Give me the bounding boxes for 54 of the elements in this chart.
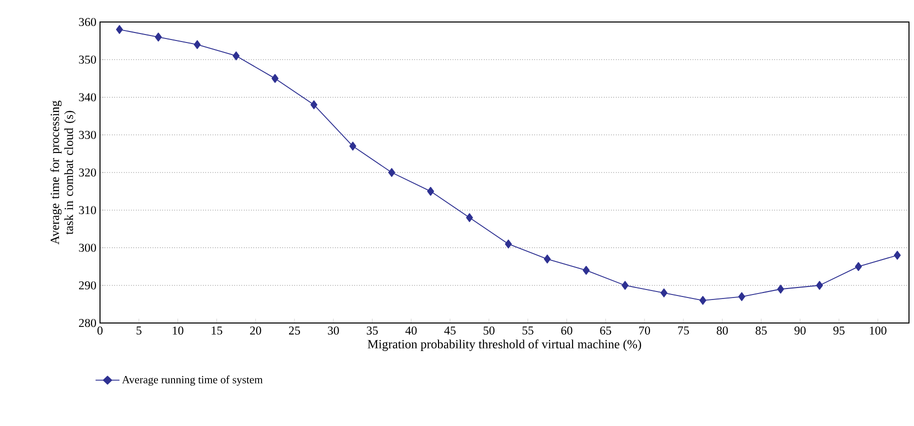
point (854, 262, 862, 272)
x-tick-label: 65 (600, 326, 612, 335)
point (894, 250, 901, 260)
x-tick-label: 35 (366, 326, 378, 335)
x-tick-label: 10 (172, 326, 184, 335)
y-tick-label: 330 (79, 130, 96, 139)
y-tick-label: 320 (79, 168, 96, 177)
legend-label: Average running time of system (122, 376, 263, 386)
x-tick-label: 55 (522, 326, 534, 334)
x-tick-label: 90 (794, 326, 806, 335)
point (349, 142, 356, 151)
y-tick-label: 290 (79, 281, 96, 290)
y-tick-label: 340 (79, 93, 96, 102)
point (232, 51, 240, 60)
point (660, 288, 668, 298)
point (504, 240, 512, 248)
point (466, 213, 473, 222)
point (777, 284, 784, 294)
x-tick-label: 5 (136, 326, 142, 334)
x-tick-label: 30 (328, 326, 339, 335)
x-axis-title: Migration probability threshold of virtual machine (%) (368, 339, 642, 351)
point (699, 296, 706, 305)
x-tick-label: 75 (678, 326, 689, 334)
point (194, 40, 201, 50)
x-tick-label: 45 (444, 326, 456, 335)
point (582, 266, 590, 275)
point (116, 25, 123, 34)
x-tick-label: 40 (405, 326, 417, 335)
point (622, 280, 629, 290)
y-tick-label: 280 (79, 318, 96, 328)
y-tick-label: 300 (79, 244, 96, 252)
point (816, 280, 823, 290)
x-tick-label: 15 (212, 326, 222, 335)
y-tick-label: 310 (79, 206, 96, 214)
x-tick-label: 60 (561, 326, 572, 335)
y-tick-label: 350 (79, 56, 96, 64)
y-axis-title: Average time for processing task in combat cloud (s) (50, 100, 76, 244)
point (738, 292, 746, 302)
x-tick-label: 25 (289, 326, 300, 335)
point (544, 254, 551, 264)
x-tick-label: 50 (484, 326, 494, 335)
point (154, 32, 162, 42)
x-tick-label: 20 (250, 326, 262, 335)
x-tick-label: 0 (97, 326, 103, 335)
point (427, 186, 434, 196)
x-tick-label: 70 (639, 326, 650, 335)
point (388, 168, 396, 177)
point (310, 100, 318, 110)
x-tick-label: 95 (833, 326, 845, 335)
y-tick-label: 360 (79, 18, 96, 26)
x-tick-label: 100 (870, 326, 886, 335)
x-tick-label: 80 (716, 326, 728, 335)
point (272, 74, 278, 83)
x-tick-label: 85 (756, 326, 767, 335)
